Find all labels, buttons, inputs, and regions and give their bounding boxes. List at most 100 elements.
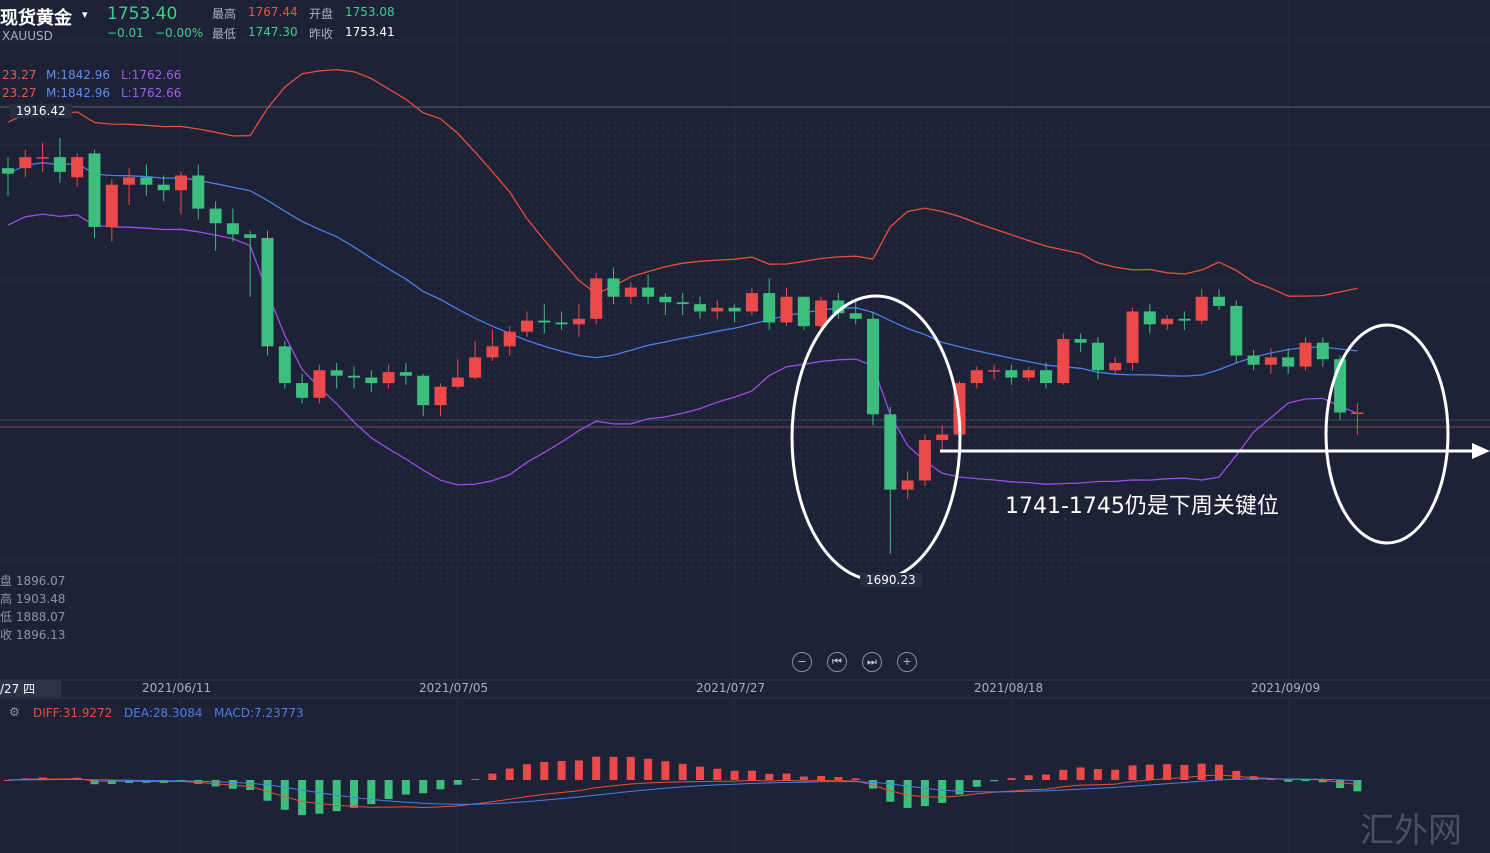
macd-bar xyxy=(990,780,999,782)
macd-bar xyxy=(1128,765,1137,780)
candle-body xyxy=(330,370,343,376)
boll-lower-value: L:1762.66 xyxy=(121,86,182,100)
macd-bar xyxy=(1215,764,1223,780)
gear-icon[interactable]: ⚙ xyxy=(9,705,20,719)
macd-bar xyxy=(1024,775,1033,780)
candle-body xyxy=(365,377,378,384)
macd-bar xyxy=(1007,778,1016,780)
candle-body xyxy=(88,153,101,227)
candle-body xyxy=(313,370,326,398)
date-label: 2021/08/18 xyxy=(974,681,1044,695)
macd-bar xyxy=(1145,764,1154,780)
candle-body xyxy=(711,307,724,312)
macd-bar xyxy=(747,770,756,780)
candle-body xyxy=(1264,357,1277,365)
candle-body xyxy=(797,296,810,327)
macd-bar xyxy=(1284,780,1293,782)
boll-mid-value: M:1842.96 xyxy=(46,86,111,100)
macd-bar xyxy=(1353,780,1362,792)
candle-body xyxy=(780,296,793,323)
candle-body xyxy=(728,307,741,312)
candle-body xyxy=(572,318,585,325)
macd-bar xyxy=(817,776,826,780)
candle-body xyxy=(1091,342,1104,371)
candle-body xyxy=(901,480,914,490)
zoom-in-button[interactable]: + xyxy=(897,652,917,672)
annotation-text: 1741-1745仍是下周关键位 xyxy=(1005,494,1279,519)
candle-body xyxy=(19,157,32,169)
candle-body xyxy=(382,372,395,384)
macd-bar xyxy=(1093,769,1102,780)
macd-bar xyxy=(367,780,376,805)
candle-body xyxy=(676,302,689,305)
high-label: 最高 xyxy=(212,7,237,21)
next-button[interactable]: ⏭ xyxy=(862,652,882,672)
candle-body xyxy=(1213,296,1225,306)
low-label: 最低 xyxy=(212,27,237,41)
macd-bar xyxy=(453,780,462,785)
chevron-down-icon[interactable]: ▾ xyxy=(82,8,88,21)
macd-bar xyxy=(436,780,445,790)
macd-bar xyxy=(955,780,964,795)
open-value: 1753.08 xyxy=(345,5,395,19)
candle-body xyxy=(209,208,222,224)
candle-body xyxy=(659,296,672,303)
candle-body xyxy=(1178,318,1191,321)
boll-upper-value: 23.27 xyxy=(2,86,37,100)
watermark: 汇外网 xyxy=(1360,811,1462,851)
candle-body xyxy=(1195,296,1208,321)
macd-bar xyxy=(1336,780,1345,789)
prev-button[interactable]: ⏮ xyxy=(827,652,847,672)
candle-body xyxy=(1040,370,1052,384)
boll-upper-value: 23.27 xyxy=(2,68,37,82)
candle-body xyxy=(624,287,637,297)
candle-body xyxy=(521,320,533,332)
price-change-pct: −0.00% xyxy=(155,26,204,40)
candle-body xyxy=(2,168,14,174)
candle-body xyxy=(815,300,828,327)
candle-body xyxy=(1022,370,1035,378)
date-label: 2021/07/27 xyxy=(696,681,766,695)
candle-body xyxy=(607,278,620,297)
macd-bar xyxy=(350,780,358,808)
candle-body xyxy=(192,175,205,209)
boll-mid-value: M:1842.96 xyxy=(46,68,111,82)
macd-bar xyxy=(799,776,808,780)
macd-bar xyxy=(1163,764,1172,780)
macd-bar xyxy=(384,780,393,800)
candle-body xyxy=(278,346,291,384)
candle-body xyxy=(36,157,49,159)
candle-body xyxy=(348,375,360,378)
zoom-out-button[interactable]: − xyxy=(792,652,812,672)
macd-bar xyxy=(401,780,410,795)
boll-lower-value: L:1762.66 xyxy=(121,68,182,82)
candle-body xyxy=(469,357,482,378)
macd-bar xyxy=(280,780,289,810)
candle-body xyxy=(1247,355,1260,365)
macd-bar xyxy=(782,773,791,780)
instrument-title[interactable]: 现货黄金 xyxy=(0,8,72,29)
macd-bar xyxy=(765,773,774,780)
candle-body xyxy=(296,383,309,398)
macd-bar xyxy=(1076,767,1085,780)
candle-body xyxy=(123,177,136,185)
macd-bar xyxy=(1042,774,1050,780)
macd-bar xyxy=(644,758,653,780)
boll-middle-band xyxy=(7,162,1358,377)
macd-bar xyxy=(938,780,947,803)
candle-body xyxy=(849,313,862,319)
macd-bar xyxy=(540,761,549,780)
macd-bar xyxy=(661,761,670,780)
candle-body xyxy=(694,304,706,312)
candle-body xyxy=(140,177,153,185)
macd-bar xyxy=(972,780,981,787)
candle-body xyxy=(1109,362,1122,371)
macd-bar xyxy=(592,756,601,780)
macd-bar xyxy=(1301,780,1310,782)
candle-body xyxy=(867,318,879,415)
ohlc-open: 盘 1896.07 xyxy=(0,574,66,588)
candle-body xyxy=(244,234,257,238)
candle-body xyxy=(1057,339,1070,384)
macd-bar xyxy=(1232,770,1241,780)
